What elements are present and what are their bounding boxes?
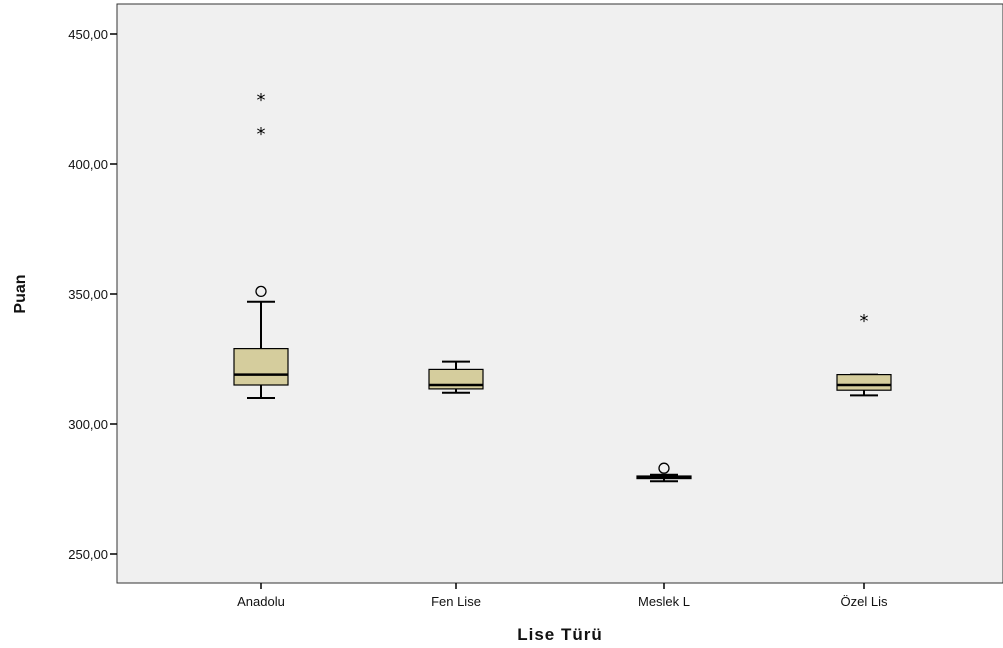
x-tick-label: Meslek L bbox=[638, 594, 690, 609]
y-axis-title: Puan bbox=[12, 274, 29, 313]
box-fen-lise bbox=[428, 360, 484, 394]
x-tick-label: Özel Lis bbox=[841, 594, 888, 609]
x-tick-label: Fen Lise bbox=[431, 594, 481, 609]
outlier-circle bbox=[255, 285, 267, 298]
outlier-star: * bbox=[257, 90, 266, 111]
y-tick-label: 300,00 bbox=[68, 417, 108, 432]
box--zel-lis: * bbox=[836, 311, 892, 397]
outlier-circle bbox=[658, 462, 670, 474]
x-tick-label: Anadolu bbox=[237, 594, 285, 609]
boxes: *** bbox=[233, 90, 892, 483]
box-iqr bbox=[233, 348, 289, 386]
y-axis: 250,00 300,00 350,00 400,00 450,00 bbox=[68, 27, 117, 562]
outlier-star: * bbox=[860, 311, 869, 332]
box-iqr bbox=[836, 374, 892, 391]
y-tick-label: 250,00 bbox=[68, 547, 108, 562]
y-tick-label: 350,00 bbox=[68, 287, 108, 302]
outlier-star: * bbox=[257, 124, 266, 145]
plot-area bbox=[116, 3, 1003, 584]
x-axis: Anadolu Fen Lise Meslek L Özel Lis bbox=[237, 583, 888, 609]
y-tick-label: 450,00 bbox=[68, 27, 108, 42]
box-meslek-l bbox=[636, 462, 692, 483]
y-tick-label: 400,00 bbox=[68, 157, 108, 172]
box-anadolu: ** bbox=[233, 90, 289, 399]
x-axis-title: Lise Türü bbox=[517, 625, 603, 644]
